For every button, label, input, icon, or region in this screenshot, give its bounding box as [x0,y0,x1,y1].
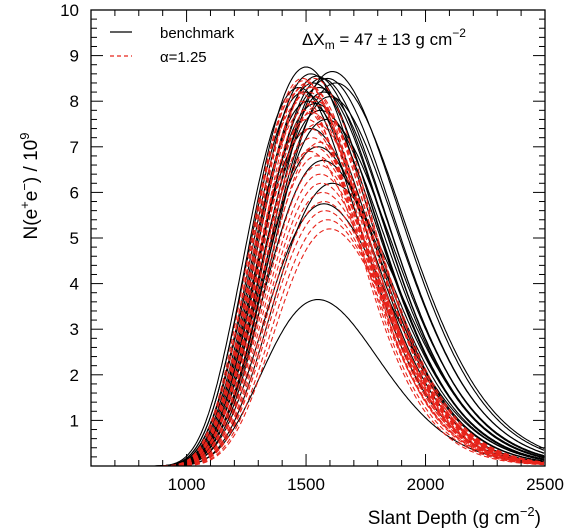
series-line-1-6 [91,105,545,467]
y-axis-title-n: N(e [21,209,42,240]
series-line-0-6 [91,82,545,467]
series-line-1-22 [91,91,545,467]
x-axis-title: Slant Depth (g cm−2) [368,504,541,529]
series-line-1-17 [91,191,545,467]
series-line-0-2 [91,75,545,467]
plot-frame [90,9,546,467]
x-tick-label-2500: 2500 [526,475,564,494]
annotation-sub: m [325,38,335,52]
series-line-0-18 [91,146,545,467]
series-line-0-0 [91,66,545,467]
y-axis-title-e: e [21,191,42,202]
x-tick-label-2000: 2000 [407,475,445,494]
series-benchmark [91,66,545,467]
y-tick-label-10: 10 [60,1,79,20]
series-line-0-7 [91,86,545,467]
curves-layer [91,66,545,467]
series-line-0-3 [91,77,545,467]
series-line-1-11 [91,137,545,467]
y-tick-label-6: 6 [70,183,79,202]
series-line-1-1 [91,84,545,467]
series-line-0-16 [91,118,545,467]
y-tick-label-5: 5 [70,229,79,248]
y-tick-label-8: 8 [70,92,79,111]
x-tick-label-1000: 1000 [168,475,206,494]
series-line-1-28 [91,77,545,467]
y-tick-label-7: 7 [70,138,79,157]
annotation-sup: −2 [452,26,466,40]
annotation-delta-x: ΔX [302,30,325,49]
series-line-1-8 [91,109,545,467]
y-tick-label-3: 3 [70,320,79,339]
series-line-0-4 [91,77,545,467]
y-tick-label-4: 4 [70,275,79,294]
series-line-1-0 [91,80,545,467]
series-line-0-14 [91,102,545,467]
y-axis-title-sup-minus: − [17,183,32,191]
series-line-0-15 [91,109,545,467]
series-line-1-23 [91,77,545,467]
x-axis-title-sup: −2 [520,504,535,519]
series-line-1-13 [91,155,545,467]
series-line-1-3 [91,86,545,467]
y-axis-title: N(e+e−) / 109 [17,133,42,240]
series-line-1-2 [91,91,545,467]
y-tick-label-9: 9 [70,47,79,66]
series-line-1-27 [91,82,545,467]
series-line-1-16 [91,182,545,467]
series-line-0-12 [91,96,545,467]
series-line-0-20 [91,182,545,467]
y-axis-title-div: ) / 10 [21,140,42,183]
series-line-0-8 [91,91,545,467]
y-tick-label-2: 2 [70,366,79,385]
series-alpha [91,77,545,467]
series-line-1-29 [91,150,545,467]
series-line-1-18 [91,200,545,467]
x-axis-title-main: Slant Depth (g cm [368,508,520,529]
series-line-0-9 [91,82,545,467]
x-tick-label-1500: 1500 [287,475,325,494]
series-line-0-10 [91,86,545,467]
series-line-1-4 [91,96,545,467]
legend-label-benchmark: benchmark [160,25,235,42]
annotation: ΔXm = 47 ± 13 g cm−2 [302,26,466,52]
series-line-0-1 [91,73,545,467]
legend: benchmark α=1.25 [110,25,235,66]
y-axis-title-sup-exp: 9 [17,133,32,140]
ticks-layer: 1000 1500 2000 2500 1 2 3 4 5 6 7 8 9 10 [60,1,564,494]
legend-label-alpha: α=1.25 [160,49,207,66]
y-tick-label-1: 1 [70,411,79,430]
series-line-1-12 [91,146,545,467]
annotation-rest: = 47 ± 13 g cm [335,30,453,49]
series-line-0-11 [91,91,545,467]
y-axis-title-sup-plus: + [17,201,32,209]
x-axis-title-close: ) [535,508,541,529]
